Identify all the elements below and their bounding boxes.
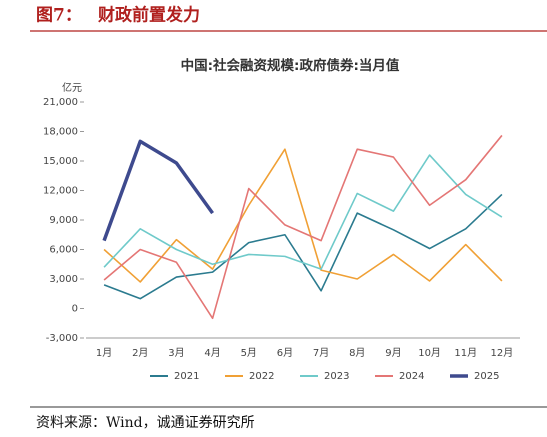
x-tick-label: 9月 <box>385 347 401 359</box>
y-tick-label: 15,000 <box>43 156 78 167</box>
series-line <box>103 134 503 320</box>
source: 资料来源：Wind，诚通证券研究所 <box>36 415 255 431</box>
x-tick-label: 1月 <box>96 347 112 359</box>
y-tick-label: 6,000 <box>49 245 78 256</box>
y-tick-label: 0 <box>72 304 78 315</box>
y-tick-label: 18,000 <box>43 127 78 138</box>
series-line <box>102 139 215 242</box>
legend-label: 2022 <box>249 371 274 382</box>
legend-label: 2025 <box>474 371 499 382</box>
x-tick-label: 10月 <box>418 347 441 359</box>
y-tick-label: 21,000 <box>43 97 78 108</box>
x-tick-label: 2月 <box>132 347 148 359</box>
legend-label: 2024 <box>399 371 424 382</box>
legend-label: 2023 <box>324 371 349 382</box>
x-tick-label: 4月 <box>204 347 220 359</box>
series-line <box>103 154 503 270</box>
y-axis-unit: 亿元 <box>62 81 82 94</box>
x-tick-label: 6月 <box>277 347 293 359</box>
x-tick-label: 12月 <box>491 347 514 359</box>
y-tick-label: -3,000 <box>46 333 78 344</box>
y-tick-label: 9,000 <box>49 215 78 226</box>
chart-title: 中国:社会融资规模:政府债券:当月值 <box>181 57 400 74</box>
x-tick-label: 8月 <box>349 347 365 359</box>
x-tick-label: 7月 <box>313 347 329 359</box>
figure-title: 财政前置发力 <box>97 5 200 26</box>
x-tick-label: 3月 <box>168 347 184 359</box>
figure-label: 图7： <box>36 6 82 26</box>
x-tick-label: 5月 <box>241 347 257 359</box>
x-tick-label: 11月 <box>454 347 477 359</box>
y-tick-label: 3,000 <box>49 274 78 285</box>
y-tick-label: 12,000 <box>43 186 78 197</box>
legend-label: 2021 <box>174 371 199 382</box>
